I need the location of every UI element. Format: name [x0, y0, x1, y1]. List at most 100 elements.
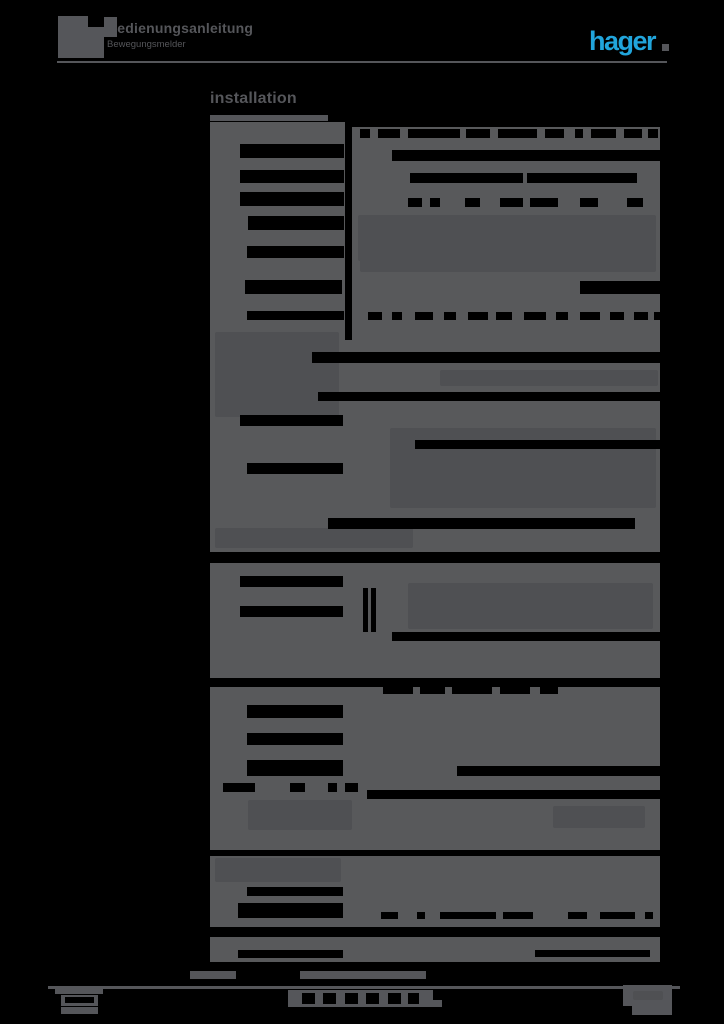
redacted-line: [247, 887, 343, 896]
redacted-line: [318, 392, 660, 401]
ghost-text: [408, 583, 653, 629]
redacted-word: [392, 312, 402, 320]
certification-icon: [345, 993, 358, 1004]
redacted-line: [328, 518, 635, 529]
redacted-word: [634, 312, 648, 320]
redacted-word: [654, 312, 660, 320]
redacted-word: [420, 687, 445, 694]
redacted-word: [328, 783, 337, 792]
document-ref-box-lower: [632, 1006, 672, 1015]
redacted-line: [247, 733, 343, 745]
ghost-text: [248, 800, 352, 830]
redacted-word: [408, 129, 460, 138]
redacted-line: [457, 766, 660, 776]
footer-text-bar: [300, 971, 426, 979]
redacted-word: [465, 198, 480, 207]
redacted-word: [444, 312, 456, 320]
document-ref-text: [633, 991, 663, 1000]
redacted-word: [500, 198, 523, 207]
redacted-word: [580, 198, 598, 207]
redacted-line: [392, 150, 660, 161]
redacted-line: [247, 760, 343, 776]
ghost-text: [358, 215, 656, 261]
table-left-column-panel: [210, 122, 345, 340]
redacted-word: [345, 783, 358, 792]
logo-mark: [662, 44, 669, 51]
redacted-line: [247, 246, 344, 258]
redacted-word: [500, 687, 530, 694]
redacted-line: [580, 281, 660, 294]
booklet-icon-page: [88, 27, 104, 58]
ghost-text: [360, 258, 656, 272]
redacted-word: [556, 312, 568, 320]
redacted-word: [600, 912, 635, 919]
certification-icon: [388, 993, 401, 1004]
header-divider: [57, 61, 667, 63]
redacted-line: [240, 606, 343, 617]
redacted-vertical-bar: [371, 588, 376, 632]
weee-crossed-bin-icon-slot: [65, 997, 94, 1003]
redacted-line: [367, 790, 660, 799]
redacted-word: [524, 312, 546, 320]
redacted-word: [417, 912, 425, 919]
redacted-line: [240, 576, 343, 587]
redacted-word: [381, 912, 398, 919]
certification-icon: [302, 993, 315, 1004]
certification-icon: [366, 993, 379, 1004]
redacted-word: [648, 129, 658, 138]
redacted-word: [627, 198, 643, 207]
section-title: installation: [210, 90, 297, 107]
redacted-word: [575, 129, 583, 138]
redacted-line: [248, 216, 344, 230]
redacted-line: [410, 173, 523, 183]
ghost-text: [215, 858, 341, 882]
redacted-word: [568, 912, 587, 919]
redacted-line: [535, 950, 650, 957]
redacted-line: [392, 632, 660, 641]
hager-logo: hager: [589, 26, 657, 56]
redacted-word: [466, 129, 490, 138]
footer-rule: [48, 986, 680, 989]
redacted-word: [368, 312, 382, 320]
ghost-text: [215, 332, 339, 417]
redacted-line: [240, 144, 344, 158]
certification-icons-tail: [433, 1000, 442, 1007]
redacted-word: [452, 687, 492, 694]
redacted-word: [610, 312, 624, 320]
redacted-word: [408, 198, 422, 207]
redacted-line: [238, 950, 343, 958]
weee-crossed-bin-icon-base: [61, 1007, 98, 1014]
redacted-word: [503, 912, 533, 919]
redacted-word: [378, 129, 400, 138]
redacted-word: [498, 129, 537, 138]
weee-crossed-bin-icon-lid: [55, 989, 103, 994]
redacted-line: [312, 352, 660, 363]
redacted-line: [245, 280, 342, 294]
redacted-line: [415, 440, 660, 449]
product-subtitle: Bewegungsmelder: [107, 39, 186, 50]
ghost-text: [440, 370, 658, 386]
redacted-word: [545, 129, 564, 138]
redacted-word: [624, 129, 642, 138]
ghost-text: [553, 806, 645, 828]
section-subtitle-bar: [210, 115, 328, 121]
redacted-word: [430, 198, 440, 207]
redacted-line: [240, 415, 343, 426]
redacted-word: [591, 129, 616, 138]
redacted-word: [290, 783, 305, 792]
redacted-word: [383, 687, 413, 694]
redacted-word: [415, 312, 433, 320]
redacted-line: [247, 311, 344, 320]
redacted-word: [540, 687, 558, 694]
redacted-word: [645, 912, 653, 919]
ghost-text: [215, 528, 413, 548]
certification-icon: [408, 993, 419, 1004]
redacted-line: [238, 903, 343, 918]
redacted-line: [240, 192, 344, 206]
redacted-word: [580, 312, 600, 320]
redacted-line: [247, 463, 343, 474]
redacted-word: [468, 312, 488, 320]
redacted-word: [496, 312, 512, 320]
certification-icon: [323, 993, 336, 1004]
redacted-word: [440, 912, 496, 919]
